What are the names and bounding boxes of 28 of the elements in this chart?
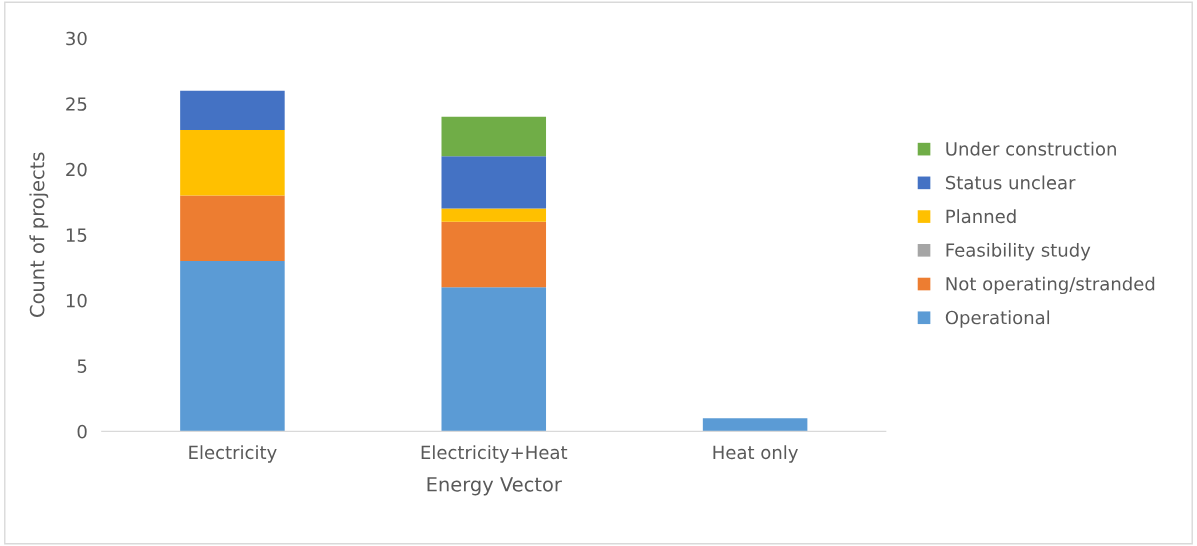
bar [441,156,547,209]
bar [441,221,547,288]
x-tick-label: Electricity+Heat [421,445,568,463]
y-tick-label: 5 [77,359,87,373]
legend-label: Operational [945,310,1050,328]
bar [180,129,285,196]
legend-label: Not operating/stranded [946,276,1155,295]
x-tick-label: Electricity [189,445,277,463]
legend-label: Under construction [946,141,1116,156]
y-tick-label: 10 [66,293,87,308]
bar [702,418,808,432]
y-tick-label: 30 [66,31,87,46]
legend-label: Feasibility study [946,242,1091,261]
bar [441,287,547,432]
bar [180,195,285,261]
legend-label: Planned [946,209,1016,224]
bar [180,90,285,130]
y-tick-label: 0 [77,424,87,439]
y-axis-title: Count of projects [29,152,49,317]
x-axis-title: Energy Vector [427,477,562,496]
bar [441,116,547,157]
legend-label: Status unclear [945,175,1076,190]
bar [441,208,547,222]
bar [180,260,285,432]
x-tick-label: Heat only [713,445,798,463]
y-tick-label: 20 [66,162,87,177]
y-tick-label: 15 [66,228,87,242]
y-tick-label: 25 [66,97,87,111]
